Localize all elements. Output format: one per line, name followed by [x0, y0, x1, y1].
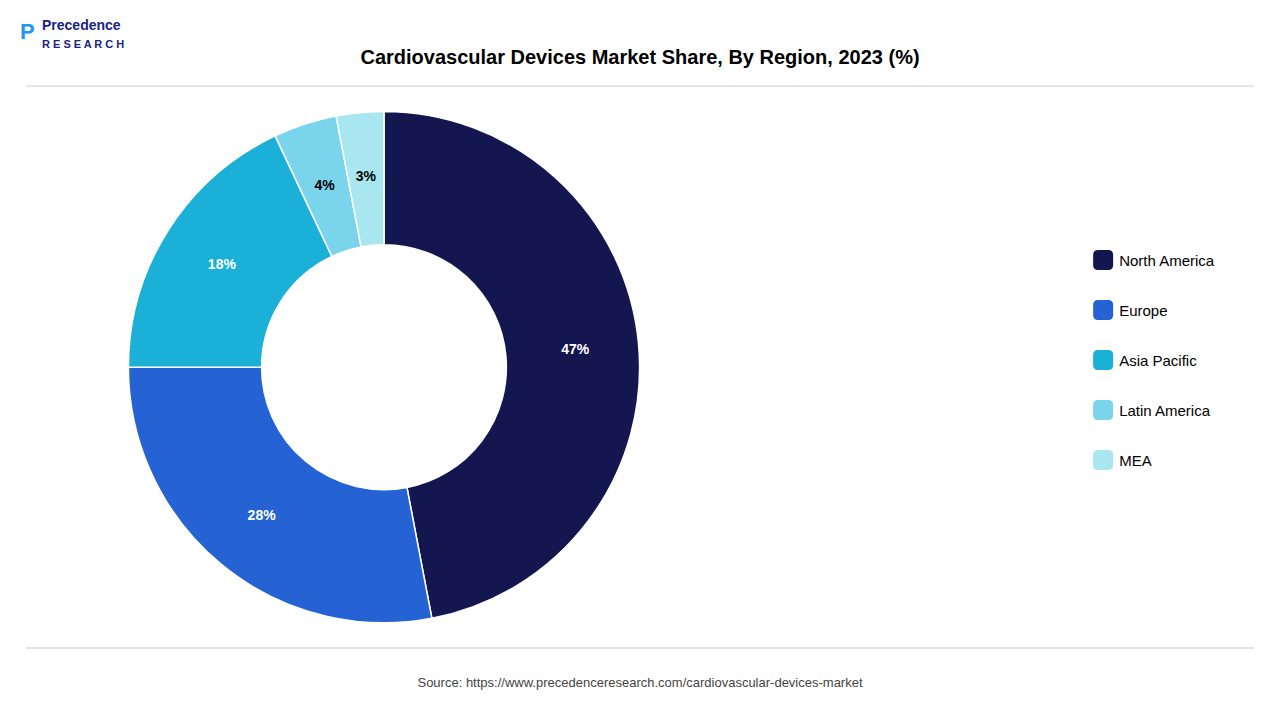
svg-text:MEA: MEA: [1119, 452, 1152, 469]
svg-text:P: P: [20, 19, 35, 44]
svg-text:Latin America: Latin America: [1119, 402, 1211, 419]
svg-text:Asia Pacific: Asia Pacific: [1119, 352, 1197, 369]
svg-text:18%: 18%: [208, 256, 237, 272]
svg-text:3%: 3%: [356, 168, 377, 184]
svg-text:47%: 47%: [561, 341, 590, 357]
svg-text:4%: 4%: [315, 177, 336, 193]
svg-text:Source: https://www.precedence: Source: https://www.precedenceresearch.c…: [417, 675, 862, 690]
svg-text:28%: 28%: [248, 507, 277, 523]
svg-text:Precedence: Precedence: [42, 17, 121, 33]
svg-text:Cardiovascular Devices Market: Cardiovascular Devices Market Share, By …: [360, 46, 919, 68]
svg-text:North America: North America: [1119, 252, 1215, 269]
svg-text:R E S E A R C H: R E S E A R C H: [42, 38, 124, 50]
svg-text:Europe: Europe: [1119, 302, 1167, 319]
